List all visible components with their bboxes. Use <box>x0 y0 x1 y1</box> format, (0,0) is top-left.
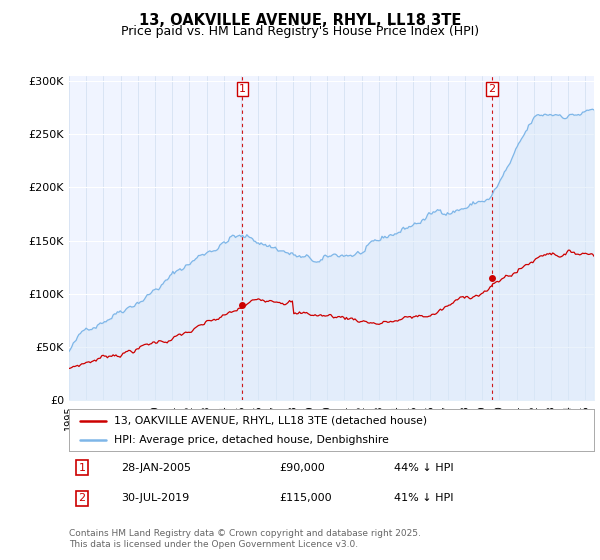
Text: 28-JAN-2005: 28-JAN-2005 <box>121 463 191 473</box>
Text: £90,000: £90,000 <box>279 463 325 473</box>
Text: 30-JUL-2019: 30-JUL-2019 <box>121 493 190 503</box>
Text: 1: 1 <box>79 463 86 473</box>
Text: HPI: Average price, detached house, Denbighshire: HPI: Average price, detached house, Denb… <box>113 435 389 445</box>
Text: 44% ↓ HPI: 44% ↓ HPI <box>395 463 454 473</box>
Text: 13, OAKVILLE AVENUE, RHYL, LL18 3TE (detached house): 13, OAKVILLE AVENUE, RHYL, LL18 3TE (det… <box>113 416 427 426</box>
Text: Contains HM Land Registry data © Crown copyright and database right 2025.
This d: Contains HM Land Registry data © Crown c… <box>69 529 421 549</box>
Text: 41% ↓ HPI: 41% ↓ HPI <box>395 493 454 503</box>
Text: 2: 2 <box>79 493 86 503</box>
Text: 1: 1 <box>239 84 246 94</box>
Text: Price paid vs. HM Land Registry's House Price Index (HPI): Price paid vs. HM Land Registry's House … <box>121 25 479 38</box>
Text: 13, OAKVILLE AVENUE, RHYL, LL18 3TE: 13, OAKVILLE AVENUE, RHYL, LL18 3TE <box>139 13 461 29</box>
Text: £115,000: £115,000 <box>279 493 332 503</box>
Text: 2: 2 <box>488 84 496 94</box>
